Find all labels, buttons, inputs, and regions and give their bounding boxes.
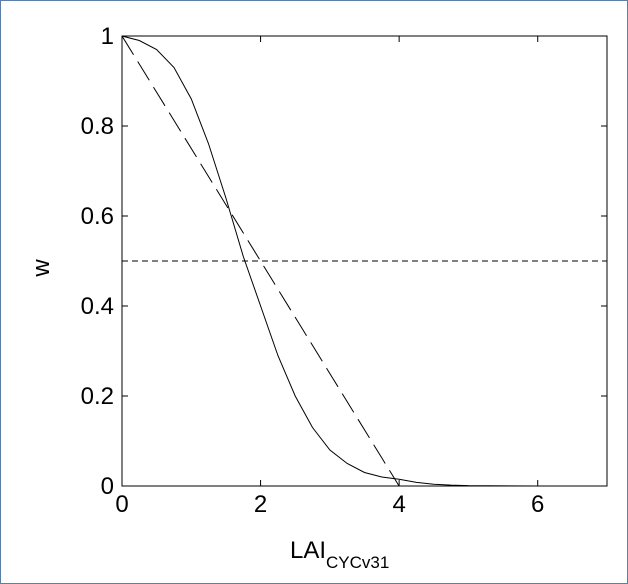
series-group	[121, 35, 607, 487]
y-tick-label: 1	[101, 23, 114, 50]
x-tick-label: 2	[254, 491, 267, 518]
y-tick-label: 0.2	[81, 383, 114, 410]
y-tick-label: 0.4	[81, 293, 114, 320]
x-axis-label-subscript: CYCv31	[326, 553, 389, 572]
x-axis-label: LAICYCv31	[290, 537, 389, 572]
x-tick-label: 0	[115, 491, 128, 518]
x-tick-label: 4	[392, 491, 405, 518]
y-tick-label: 0.8	[81, 113, 114, 140]
series-line-long-dash	[121, 35, 607, 487]
x-axis-label-main: LAI	[290, 537, 326, 564]
y-tick-label: 0.6	[81, 203, 114, 230]
y-axis-label: w	[28, 259, 55, 278]
y-tick-label: 0	[101, 473, 114, 500]
x-tick-label: 6	[531, 491, 544, 518]
series-line-solid	[121, 35, 607, 487]
tick-labels-group: 0 2 4 6 0 0.2 0.4 0.6 0.8 1	[81, 23, 545, 518]
ticks-group	[121, 35, 607, 487]
